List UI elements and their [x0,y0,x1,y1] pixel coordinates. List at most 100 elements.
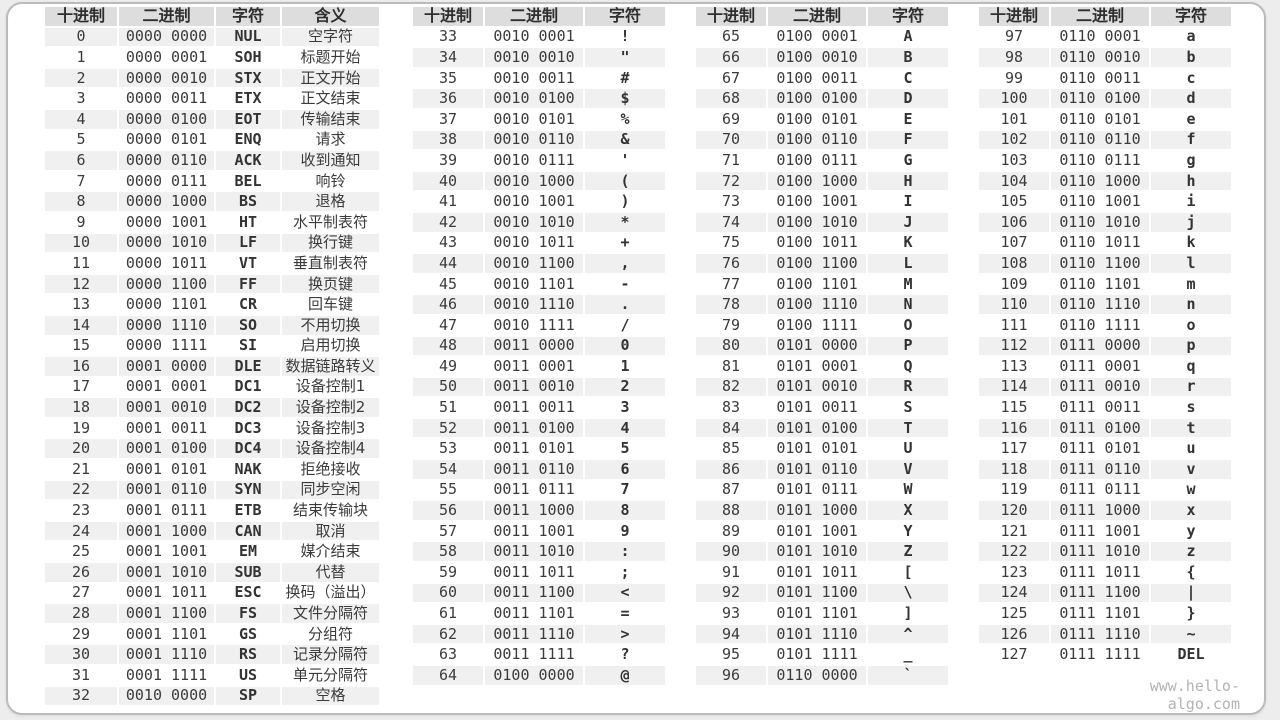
bin-cell: 0000 0110 [119,151,214,170]
table-row: 6 0000 0110 ACK 收到通知 [45,151,379,170]
table-row: 104 0110 1000 h [979,171,1231,191]
table-row: 47 0010 1111/ [413,315,665,335]
bin-cell: 0001 0001 [119,377,214,397]
dec-cell: 30 [45,645,117,664]
bin-cell: 0011 1011 [485,563,583,582]
bin-cell: 0001 1010 [119,563,214,582]
column-header: 字符 [1151,7,1231,26]
dec-cell: 117 [979,439,1049,459]
bin-cell: 0010 0101 [485,109,583,129]
bin-cell: 0110 0001 [1051,27,1149,47]
char-cell: DEL [1151,645,1231,664]
dec-cell: 52 [413,418,483,438]
table-row: 25 0001 1001 EM 媒介结束 [45,542,379,562]
bin-cell: 0100 0100 [768,89,866,108]
bin-cell: 0100 0011 [768,68,866,88]
char-cell: J [868,212,948,232]
bin-cell: 0101 0000 [768,336,866,356]
table-row: 53 0011 0101 5 [413,439,665,459]
dec-cell: 25 [45,542,117,562]
char-cell: o [1151,315,1231,335]
table-row: 124 0111 1100 | [979,583,1231,603]
dec-cell: 34 [413,48,483,67]
bin-cell: 0100 0001 [768,27,866,47]
dec-cell: 16 [45,357,117,376]
table-row: 95 0101 1111 _ [696,645,948,664]
dec-cell: 18 [45,398,117,417]
char-cell: c [1151,68,1231,88]
dec-cell: 98 [979,48,1049,67]
column-header: 含义 [282,7,379,26]
table-row: 68 0100 0100 D [696,89,948,108]
table-row: 122 0111 1010 z [979,542,1231,562]
dec-cell: 126 [979,624,1049,644]
char-cell: 6 [585,460,665,479]
table-row: 83 0101 0011 S [696,398,948,417]
bin-cell: 0011 0110 [485,460,583,479]
meaning-cell: 请求 [282,130,379,150]
meaning-cell: 代替 [282,563,379,582]
table-row: 49 0011 0001 1 [413,357,665,376]
dec-cell: 107 [979,233,1049,253]
table-row: 121 0111 1001 y [979,521,1231,541]
bin-cell: 0010 1010 [485,212,583,232]
table-row: 78 0100 1110 N [696,295,948,314]
meaning-cell: 换行键 [282,233,379,253]
char-cell: = [585,604,665,623]
column-header: 字符 [868,7,948,26]
table-row: 67 0100 0011 C [696,68,948,88]
dec-cell: 54 [413,460,483,479]
bin-cell: 0111 0111 [1051,480,1149,500]
meaning-cell: 正文开始 [282,68,379,88]
dec-cell: 47 [413,315,483,335]
table-row: 7 0000 0111 BEL 响铃 [45,171,379,191]
char-cell: T [868,418,948,438]
dec-cell: 23 [45,501,117,520]
dec-cell: 41 [413,192,483,211]
table-row: 8 0000 1000 BS 退格 [45,192,379,211]
bin-cell: 0010 1111 [485,315,583,335]
table-row: 19 0001 0011 DC3 设备控制3 [45,418,379,438]
dec-cell: 80 [696,336,766,356]
dec-cell: 56 [413,501,483,520]
bin-cell: 0100 0000 [485,666,583,685]
bin-cell: 0000 0111 [119,171,214,191]
table-row: 58 0011 1010: [413,542,665,562]
dec-cell: 63 [413,645,483,664]
char-cell: X [868,501,948,520]
table-row: 77 0100 1101 M [696,274,948,294]
meaning-cell: 标题开始 [282,48,379,67]
dec-cell: 12 [45,274,117,294]
dec-cell: 9 [45,212,117,232]
char-cell: + [585,233,665,253]
table-row: 51 0011 0011 3 [413,398,665,417]
char-cell: K [868,233,948,253]
bin-cell: 0111 0000 [1051,336,1149,356]
meaning-cell: 设备控制2 [282,398,379,417]
bin-cell: 0000 1011 [119,254,214,273]
dec-cell: 37 [413,109,483,129]
bin-cell: 0110 1111 [1051,315,1149,335]
dec-cell: 4 [45,109,117,129]
bin-cell: 0110 0000 [768,666,866,685]
bin-cell: 0000 0010 [119,68,214,88]
dec-cell: 26 [45,563,117,582]
bin-cell: 0111 1101 [1051,604,1149,623]
bin-cell: 0000 0000 [119,27,214,47]
table-row: 86 0101 0110 V [696,460,948,479]
bin-cell: 0001 1011 [119,583,214,603]
char-cell: p [1151,336,1231,356]
char-cell: z [1151,542,1231,562]
char-cell: } [1151,604,1231,623]
table-row: 110 0110 1110 n [979,295,1231,314]
column-header: 十进制 [413,7,483,26]
dec-cell: 97 [979,27,1049,47]
bin-cell: 0110 1100 [1051,254,1149,273]
table-row: 28 0001 1100 FS 文件分隔符 [45,604,379,623]
dec-cell: 59 [413,563,483,582]
dec-cell: 64 [413,666,483,685]
table-row: 43 0010 1011 + [413,233,665,253]
column-header: 二进制 [768,7,866,26]
table-row: 14 0000 1110 SO 不用切换 [45,315,379,335]
char-cell: HT [216,212,280,232]
